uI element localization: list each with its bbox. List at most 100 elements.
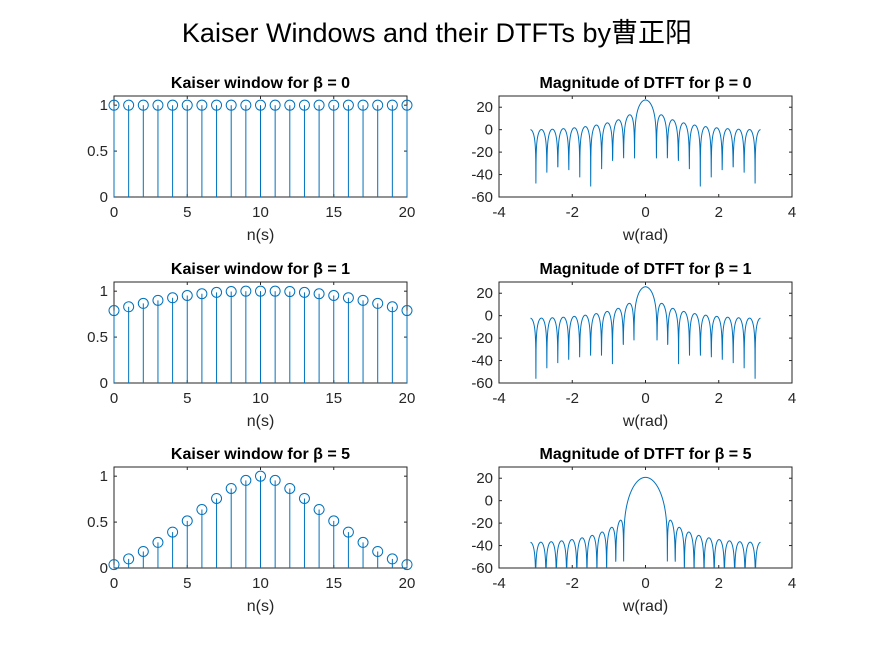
x-axis-label: w(rad) — [622, 413, 668, 430]
stem-marker — [342, 99, 354, 111]
stem-marker — [240, 285, 252, 297]
y-tick-label: 0 — [485, 308, 493, 325]
stem-marker — [357, 99, 369, 111]
subplot-3: 0 5 10 15 20 0 0.5 1 Kaiser window for β = 1 n(s) — [87, 261, 415, 430]
x-tick-label: 10 — [252, 575, 269, 592]
stem-marker — [298, 492, 310, 504]
subplot-title: Magnitude of DTFT for β = 1 — [540, 261, 752, 278]
stem-marker — [298, 286, 310, 298]
figure-title: Kaiser Windows and their DTFTs by曹正阳 — [182, 18, 692, 48]
stem-marker — [167, 292, 179, 304]
x-tick-label: 0 — [110, 204, 118, 221]
x-tick-label: -4 — [492, 390, 505, 407]
stem-marker — [284, 99, 296, 111]
stem-marker — [255, 470, 266, 482]
stem-marker — [108, 99, 120, 111]
stem-marker — [123, 553, 135, 565]
x-tick-label: 10 — [252, 204, 269, 221]
stem-marker — [181, 99, 193, 111]
stem-marker — [211, 492, 223, 504]
stem-marker — [240, 99, 252, 111]
stem-marker — [328, 99, 340, 111]
y-tick-label: -40 — [471, 353, 493, 370]
y-tick-label: -60 — [471, 189, 493, 206]
y-tick-label: 1 — [100, 468, 108, 485]
stem-marker — [386, 301, 398, 313]
stem-marker — [401, 99, 413, 111]
x-tick-label: -4 — [492, 575, 505, 592]
stem-marker — [284, 286, 296, 298]
x-tick-label: 0 — [110, 575, 118, 592]
stem-marker — [123, 301, 135, 313]
x-tick-label: -2 — [566, 390, 579, 407]
x-tick-label: -2 — [566, 575, 579, 592]
x-tick-label: 10 — [252, 390, 269, 407]
stem-marker — [137, 545, 149, 557]
x-tick-label: 4 — [788, 204, 796, 221]
stem-marker — [386, 553, 398, 565]
subplot-title: Kaiser window for β = 5 — [171, 446, 350, 463]
x-tick-label: 20 — [399, 204, 416, 221]
stem-marker — [225, 482, 237, 494]
stem-marker — [357, 294, 369, 306]
y-tick-label: 0 — [485, 493, 493, 510]
stem-marker — [167, 99, 179, 111]
x-tick-label: 2 — [715, 575, 723, 592]
y-tick-label: -20 — [471, 144, 493, 161]
stem-marker — [137, 297, 149, 309]
axes-frame — [498, 95, 793, 198]
stem-marker — [342, 292, 354, 304]
x-tick-label: 15 — [325, 390, 342, 407]
stem-marker — [196, 288, 208, 300]
stem-marker — [181, 289, 193, 301]
x-tick-label: 15 — [325, 204, 342, 221]
stem-marker — [167, 526, 179, 538]
stem-marker — [328, 289, 340, 301]
stem-marker — [196, 504, 208, 516]
x-axis-label: n(s) — [247, 227, 275, 244]
x-axis-label: n(s) — [247, 598, 275, 615]
stem-marker — [152, 536, 164, 548]
stem-marker — [313, 504, 325, 516]
stem-marker — [313, 99, 325, 111]
stem-marker — [152, 294, 164, 306]
stem-marker — [108, 305, 120, 317]
x-tick-label: 4 — [788, 575, 796, 592]
y-tick-label: -60 — [471, 560, 493, 577]
stem-marker — [181, 515, 193, 527]
x-tick-label: 20 — [399, 575, 416, 592]
x-axis-label: w(rad) — [622, 598, 668, 615]
stem-marker — [313, 288, 325, 300]
stem-marker — [342, 526, 354, 538]
stem-marker — [372, 99, 384, 111]
x-tick-label: 2 — [715, 390, 723, 407]
stem-marker — [401, 305, 413, 317]
y-tick-label: 1 — [100, 97, 108, 114]
stem-marker — [284, 482, 296, 494]
x-tick-label: 2 — [715, 204, 723, 221]
stem-marker — [225, 99, 237, 111]
axes-frame — [498, 466, 793, 569]
y-tick-label: 1 — [100, 283, 108, 300]
x-tick-label: 5 — [183, 204, 191, 221]
x-tick-label: -4 — [492, 204, 505, 221]
y-tick-label: 20 — [476, 285, 493, 302]
stem-marker — [255, 285, 266, 297]
x-tick-label: 20 — [399, 390, 416, 407]
stem-marker — [298, 99, 310, 111]
x-tick-label: -2 — [566, 204, 579, 221]
x-tick-label: 5 — [183, 390, 191, 407]
y-tick-label: 0.5 — [87, 514, 108, 531]
subplot-title: Magnitude of DTFT for β = 5 — [540, 446, 752, 463]
subplot-title: Kaiser window for β = 1 — [171, 261, 350, 278]
stem-marker — [211, 99, 223, 111]
y-tick-label: -20 — [471, 330, 493, 347]
y-tick-label: 20 — [476, 470, 493, 487]
stem-marker — [152, 99, 164, 111]
y-tick-label: -40 — [471, 538, 493, 555]
stem-marker — [372, 545, 384, 557]
stem-marker — [269, 99, 281, 111]
y-tick-label: -40 — [471, 167, 493, 184]
